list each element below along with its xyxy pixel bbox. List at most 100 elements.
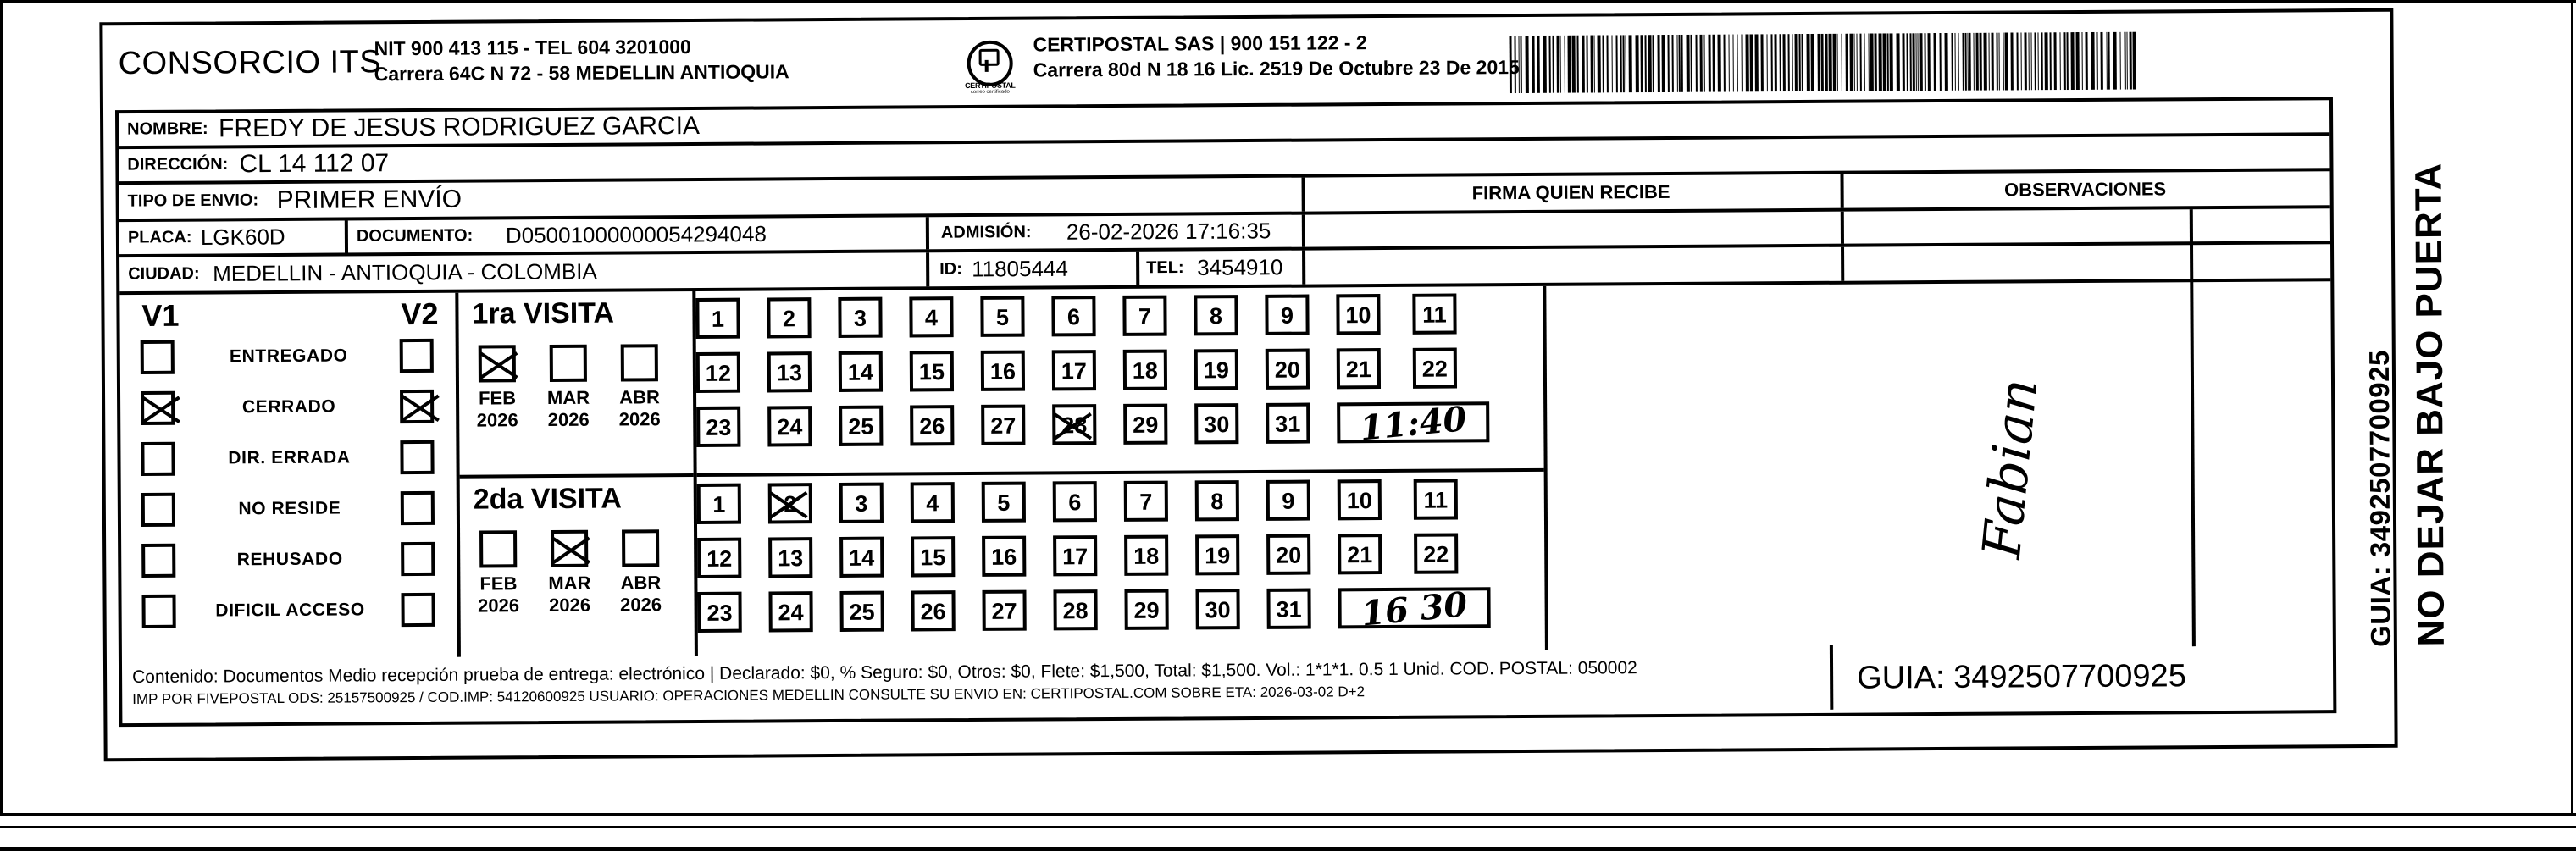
day-checkbox-8[interactable]: 8 (1194, 295, 1238, 336)
status-checkbox-v2[interactable] (401, 541, 435, 577)
day-checkbox-14[interactable]: 14 (838, 351, 884, 392)
month-option[interactable]: ABR 2026 (610, 344, 670, 430)
day-checkbox-7[interactable]: 7 (1123, 480, 1168, 522)
day-checkbox-13[interactable]: 13 (767, 351, 812, 393)
day-checkbox-6[interactable]: 6 (1052, 481, 1097, 523)
month-option[interactable]: FEB 2026 (468, 345, 528, 431)
day-checkbox-21[interactable]: 21 (1336, 348, 1382, 390)
day-checkbox-27[interactable]: 27 (982, 589, 1027, 631)
no-dejar-bajo-puerta-warning: NO DEJAR BAJO PUERTA (2407, 162, 2452, 647)
courier-info-block: CERTIPOSTAL SAS | 900 151 122 - 2 Carrer… (1033, 29, 1519, 83)
day-checkbox-23[interactable]: 23 (696, 406, 741, 447)
day-checkbox-24[interactable]: 24 (768, 591, 813, 633)
status-checkbox-v1[interactable] (141, 543, 176, 578)
day-checkbox-26[interactable]: 26 (911, 590, 956, 632)
day-checkbox-25[interactable]: 25 (839, 590, 884, 632)
day-checkbox-4[interactable]: 4 (910, 482, 955, 523)
day-checkbox-20[interactable]: 20 (1265, 348, 1310, 390)
month-checkbox[interactable] (620, 344, 658, 382)
month-option[interactable]: MAR 2026 (540, 529, 600, 617)
day-checkbox-22[interactable]: 22 (1412, 347, 1458, 389)
day-checkbox-16[interactable]: 16 (980, 350, 1026, 391)
day-row: 12 13 14 15 16 17 18 19 20 21 22 (695, 347, 1543, 405)
tel-label: TEL: (1146, 257, 1184, 278)
day-checkbox-12[interactable]: 12 (695, 351, 741, 393)
day-checkbox-28[interactable]: 28 (1053, 589, 1098, 631)
day-checkbox-9[interactable]: 9 (1266, 479, 1310, 521)
day-checkbox-15[interactable]: 15 (909, 351, 955, 392)
status-checkbox-v1[interactable] (141, 594, 176, 628)
visit-time-box[interactable]: 16 30 (1338, 584, 1491, 634)
month-checkbox[interactable] (549, 344, 587, 383)
day-checkbox-2[interactable]: 2 (767, 297, 812, 339)
day-checkbox-21[interactable]: 21 (1338, 534, 1382, 575)
day-checkbox-14[interactable]: 14 (839, 536, 884, 578)
day-checkbox-22[interactable]: 22 (1414, 533, 1459, 574)
day-checkbox-30[interactable]: 30 (1194, 403, 1239, 445)
id-label: ID: (939, 259, 962, 279)
scan-edge-bottom (0, 847, 2576, 851)
day-checkbox-11[interactable]: 11 (1413, 479, 1458, 520)
day-checkbox-3[interactable]: 3 (838, 296, 883, 338)
day-checkbox-26[interactable]: 26 (910, 405, 955, 446)
day-checkbox-5[interactable]: 5 (981, 481, 1026, 523)
day-checkbox-10[interactable]: 10 (1336, 294, 1381, 335)
day-checkbox-10[interactable]: 10 (1337, 479, 1382, 521)
day-checkbox-23[interactable]: 23 (697, 591, 742, 633)
day-checkbox-25[interactable]: 25 (839, 405, 884, 446)
day-checkbox-19[interactable]: 19 (1194, 349, 1239, 390)
visit-time-box[interactable]: 11:40 (1337, 399, 1490, 449)
month-checkbox[interactable] (551, 529, 589, 568)
day-checkbox-29[interactable]: 29 (1123, 403, 1168, 445)
status-checkbox-v2[interactable] (400, 440, 435, 475)
status-checkbox-v2[interactable] (401, 592, 435, 628)
day-checkbox-16[interactable]: 16 (982, 535, 1027, 577)
month-checkbox[interactable] (479, 530, 518, 568)
day-checkbox-17[interactable]: 17 (1053, 535, 1098, 577)
day-checkbox-19[interactable]: 19 (1195, 534, 1240, 576)
month-checkbox[interactable] (478, 345, 516, 383)
day-checkbox-31[interactable]: 31 (1266, 402, 1310, 444)
day-checkbox-27[interactable]: 27 (981, 404, 1026, 445)
day-checkbox-17[interactable]: 17 (1051, 350, 1097, 391)
day-checkbox-6[interactable]: 6 (1051, 296, 1096, 337)
v1-header: V1 (141, 297, 180, 333)
day-checkbox-24[interactable]: 24 (767, 406, 812, 447)
day-checkbox-2[interactable]: 2 (767, 483, 812, 524)
day-checkbox-18[interactable]: 18 (1122, 349, 1168, 390)
day-checkbox-1[interactable]: 1 (696, 483, 741, 524)
day-checkbox-28[interactable]: 28 (1052, 404, 1097, 445)
status-label: CERRADO (241, 396, 336, 418)
day-checkbox-29[interactable]: 29 (1124, 589, 1169, 630)
day-checkbox-7[interactable]: 7 (1122, 295, 1167, 336)
visit-month-panel: 1ra VISITA FEB 2026 MAR 2026 ABR 2026 2da VISIT… (458, 290, 698, 661)
status-checkbox-v1[interactable] (141, 492, 175, 527)
month-option[interactable]: MAR 2026 (539, 344, 599, 431)
day-checkbox-31[interactable]: 31 (1266, 588, 1311, 629)
day-checkbox-11[interactable]: 11 (1412, 293, 1457, 335)
day-checkbox-30[interactable]: 30 (1195, 589, 1240, 630)
status-checkbox-v1[interactable] (141, 390, 175, 425)
ciudad-value: MEDELLIN - ANTIOQUIA - COLOMBIA (213, 258, 597, 286)
day-checkbox-15[interactable]: 15 (911, 536, 956, 578)
day-checkbox-18[interactable]: 18 (1124, 534, 1169, 576)
status-checkbox-v2[interactable] (400, 490, 435, 526)
status-checkbox-v2[interactable] (400, 389, 435, 424)
day-checkbox-9[interactable]: 9 (1265, 294, 1310, 335)
scan-edge-top (0, 0, 2576, 3)
day-checkbox-1[interactable]: 1 (695, 297, 740, 339)
day-checkbox-3[interactable]: 3 (839, 482, 884, 523)
day-checkbox-20[interactable]: 20 (1266, 534, 1311, 575)
check-x-icon (772, 486, 809, 520)
status-checkbox-v1[interactable] (141, 441, 175, 476)
day-checkbox-5[interactable]: 5 (980, 296, 1025, 337)
day-checkbox-13[interactable]: 13 (768, 537, 813, 578)
day-checkbox-4[interactable]: 4 (909, 296, 954, 338)
month-checkbox[interactable] (622, 529, 660, 567)
day-checkbox-12[interactable]: 12 (697, 537, 742, 578)
status-checkbox-v1[interactable] (140, 340, 175, 374)
month-option[interactable]: FEB 2026 (468, 530, 529, 617)
day-checkbox-8[interactable]: 8 (1194, 480, 1239, 522)
status-checkbox-v2[interactable] (399, 338, 434, 373)
month-option[interactable]: ABR 2026 (611, 529, 671, 616)
